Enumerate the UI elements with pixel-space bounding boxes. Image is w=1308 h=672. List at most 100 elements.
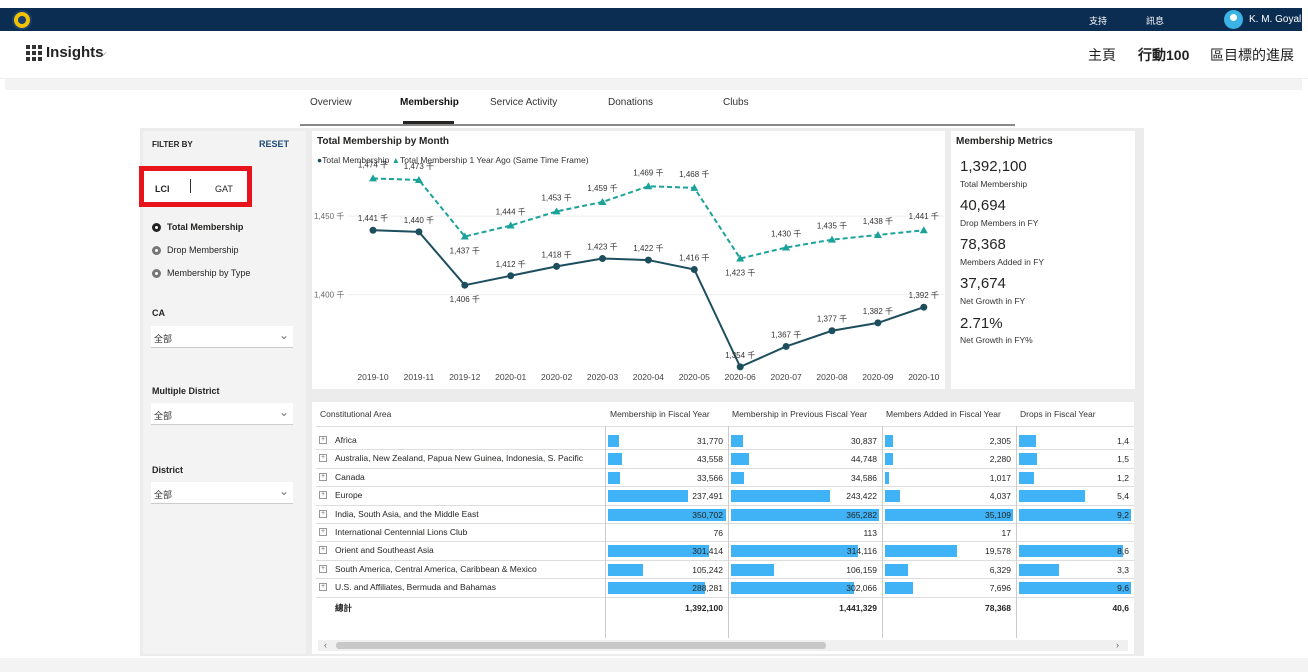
table-cell: 19,578 [883,542,1017,560]
table-row[interactable]: + International Centennial Lions Club 76 11… [312,524,1134,542]
app-title[interactable]: Insights [46,44,104,61]
data-point[interactable] [828,235,836,243]
table-row[interactable]: + India, South Asia, and the Middle East 3… [312,506,1134,524]
radio-total-membership[interactable]: Total Membership [152,222,282,236]
lci-toggle[interactable]: LCI [155,184,170,194]
table-row[interactable]: + Africa 31,770 30,837 2,305 1,4 [312,432,1134,450]
data-point[interactable] [644,256,652,264]
multiple-district-dropdown[interactable]: 全部 ⌄ [151,403,293,425]
horizontal-scrollbar[interactable]: ‹ › [318,640,1128,651]
data-point[interactable] [736,254,745,262]
table-cell: 3,3 [1017,561,1134,579]
data-point[interactable] [369,174,377,182]
expand-icon[interactable]: + [319,564,327,573]
data-point[interactable] [460,232,469,240]
scroll-thumb[interactable] [336,642,826,649]
lions-logo-icon[interactable] [12,10,32,30]
tab-donations[interactable]: Donations [608,97,654,108]
district-dropdown[interactable]: 全部 ⌄ [151,482,293,504]
news-link[interactable]: 訊息 [1146,16,1165,26]
expand-icon[interactable]: + [319,472,327,481]
data-point[interactable] [690,266,698,274]
data-bar [608,453,622,466]
data-point[interactable] [415,228,423,236]
cell-value: 314,116 [846,546,877,557]
data-label: 1,468 千 [679,169,709,179]
tab-clubs[interactable]: Clubs [723,97,749,108]
expand-icon[interactable]: + [319,583,327,592]
expand-icon[interactable]: + [319,454,327,463]
data-label: 1,459 千 [587,183,617,193]
gat-toggle[interactable]: GAT [215,184,233,194]
col-header-membership-fy[interactable]: Membership in Fiscal Year [610,409,710,419]
data-point[interactable] [599,255,606,263]
cell-value: 76 [713,528,723,538]
expand-icon[interactable]: + [319,436,327,444]
data-point[interactable] [598,197,607,205]
tab-service-activity[interactable]: Service Activity [490,97,558,108]
support-link[interactable]: 支持 [1089,16,1108,26]
row-area-label: India, South Asia, and the Middle East [335,508,479,519]
data-point[interactable] [369,226,377,234]
data-point[interactable] [919,226,928,234]
data-point[interactable] [782,243,791,251]
scroll-right-icon[interactable]: › [1116,640,1119,650]
data-point[interactable] [414,175,423,183]
data-point[interactable] [920,303,928,311]
col-header-membership-prev-fy[interactable]: Membership in Previous Fiscal Year [732,409,868,419]
cell-value: 33,566 [697,472,723,483]
legend-series-2[interactable]: Total Membership 1 Year Ago (Same Time F… [400,155,589,165]
col-header-added-fy[interactable]: Members Added in Fiscal Year [886,409,1001,419]
table-row[interactable]: + Canada 33,566 34,586 1,017 1,2 [312,469,1134,487]
data-bar [885,508,1013,521]
table-cell: 301,414 [606,542,729,560]
app-launcher-icon[interactable] [26,45,42,61]
chevron-down-icon[interactable]: ⌵ [99,48,107,59]
data-point[interactable] [873,230,882,238]
table-cell: 2,280 [883,450,1017,468]
line-chart[interactable]: 1,450 千 1,400 千 2019-10 2019-11 2019-12 2020-… [312,131,945,389]
user-avatar-icon[interactable] [1224,10,1243,29]
nav-home[interactable]: 主頁 [1088,47,1116,63]
data-point[interactable] [736,363,744,371]
col-header-area[interactable]: Constitutional Area [320,409,392,419]
table-row[interactable]: + Australia, New Zealand, Papua New Guine… [312,450,1134,468]
expand-icon[interactable]: + [319,546,327,555]
table-cell: 43,558 [606,450,729,468]
table-row[interactable]: + South America, Central America, Caribbe… [312,561,1134,579]
data-point[interactable] [874,319,882,327]
expand-icon[interactable]: + [319,509,327,518]
data-point[interactable] [461,281,469,289]
total-value: 40,6 [1112,602,1129,613]
nav-district-goals[interactable]: 區目標的進展 [1210,47,1294,63]
col-header-drops-fy[interactable]: Drops in Fiscal Year [1020,409,1096,419]
data-point[interactable] [552,207,561,215]
data-label: 1,382 千 [863,306,893,316]
data-point[interactable] [507,272,515,280]
table-row[interactable]: + U.S. and Affiliates, Bermuda and Bahama… [312,579,1134,597]
tab-membership[interactable]: Membership [400,97,459,108]
tab-overview[interactable]: Overview [310,97,352,108]
table-row[interactable]: + Orient and Southeast Asia 301,414 314,116… [312,542,1134,560]
data-point[interactable] [644,182,653,190]
data-label: 1,377 千 [817,314,847,324]
radio-drop-membership[interactable]: Drop Membership [152,245,282,259]
data-point[interactable] [506,221,515,229]
data-point[interactable] [690,183,699,191]
expand-icon[interactable]: + [319,491,327,500]
data-point[interactable] [782,342,790,350]
reset-button[interactable]: RESET [259,139,290,149]
legend-series-1[interactable]: Total Membership [322,155,390,165]
radio-membership-by-type[interactable]: Membership by Type [152,268,282,282]
expand-icon[interactable]: + [319,528,327,536]
scroll-left-icon[interactable]: ‹ [324,640,327,650]
table-row[interactable]: + Europe 237,491 243,422 4,037 5,4 [312,487,1134,505]
ca-dropdown[interactable]: 全部 ⌄ [151,326,293,348]
data-bar [1019,453,1037,466]
data-bar [885,453,893,466]
data-point[interactable] [828,327,836,335]
user-name[interactable]: K. M. Goyal [1249,14,1302,25]
nav-action100[interactable]: 行動100 [1138,47,1190,63]
data-point[interactable] [553,262,561,270]
data-bar [731,453,749,466]
